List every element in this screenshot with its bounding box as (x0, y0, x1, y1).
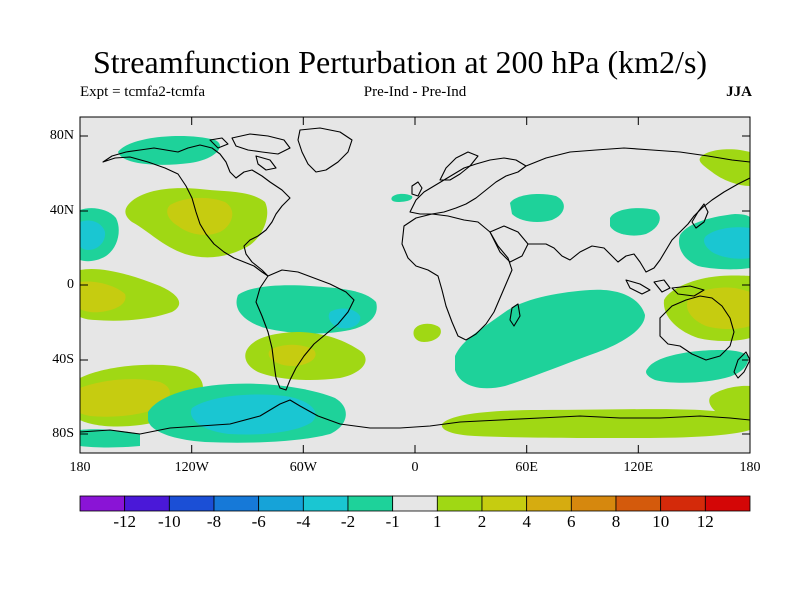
colorbar-swatch (347, 495, 394, 512)
colorbar-swatch (213, 495, 260, 512)
colorbar-swatch (436, 495, 483, 512)
colorbar-swatch (570, 495, 617, 512)
field-south-atlantic-east (413, 323, 441, 342)
field-antarctic-strip (80, 429, 140, 448)
coastline-arctic-islands (209, 133, 291, 171)
field-tropical-pacific-core (80, 281, 126, 313)
season-label: JJA (726, 84, 752, 100)
x-tick-label-120w: 120W (174, 460, 209, 475)
colorbar-label: 8 (611, 512, 621, 531)
colorbar-label: -4 (296, 512, 311, 531)
colorbar (79, 495, 751, 512)
coastline-africa (401, 213, 513, 341)
field-north-atlantic-small (391, 193, 413, 202)
colorbar-label: 6 (567, 512, 576, 531)
colorbar-label: 1 (433, 512, 442, 531)
field-indian-ocean (455, 289, 645, 389)
coastlines (80, 127, 750, 435)
field-central-pacific-core (80, 220, 106, 250)
field-southern-ocean (441, 409, 750, 438)
field-arctic-northeast-asia (699, 149, 750, 186)
colorbar-swatch (704, 495, 751, 512)
y-tick-label-0: 0 (67, 277, 74, 292)
field-central-asia (510, 194, 564, 222)
field-east-asia (610, 208, 660, 236)
colorbar-swatch (526, 495, 572, 512)
coastline-indonesia (625, 279, 705, 297)
colorbar-swatch (302, 495, 349, 512)
coastline-greenland (297, 127, 353, 173)
x-tick-label-180w: 180 (69, 460, 91, 475)
colorbar-swatch (660, 495, 706, 512)
x-tick-label-60w: 60W (289, 460, 317, 475)
field-south-america-core (328, 308, 361, 329)
field-australia-core (686, 287, 750, 329)
coastline-antarctica (80, 399, 750, 435)
field-southeast-pacific-core (80, 379, 170, 417)
comparison-label: Pre-Ind - Pre-Ind (363, 84, 467, 100)
coastline-madagascar (509, 303, 521, 327)
colorbar-label: -1 (385, 512, 400, 531)
y-tick-label-80s: 80S (52, 426, 74, 441)
x-tick-label-180e: 180 (739, 460, 761, 475)
colorbar-swatch (168, 495, 215, 512)
colorbar-label: -8 (206, 512, 222, 531)
contour-fields (80, 127, 750, 448)
coastline-arabia (489, 225, 529, 263)
coastline-scandinavia (439, 151, 479, 181)
y-tick-label-80n: 80N (49, 128, 74, 143)
colorbar-swatch (481, 495, 528, 512)
coastline-south-america (255, 269, 355, 391)
coastline-australia (659, 295, 735, 361)
axis-ticks (80, 117, 750, 453)
x-tick-label-60e: 60E (515, 460, 538, 475)
plot-title: Streamfunction Perturbation at 200 hPa (… (92, 44, 708, 80)
colorbar-label: -12 (113, 512, 137, 531)
field-southwest-pacific-edge (709, 385, 750, 421)
coastline-japan (691, 203, 709, 229)
field-south-pacific-southern-core (190, 394, 316, 435)
x-tick-label-0: 0 (411, 460, 419, 475)
colorbar-label: -6 (251, 512, 266, 531)
colorbar-swatch (124, 495, 170, 512)
colorbar-label: 12 (696, 512, 714, 531)
colorbar-label: 2 (477, 512, 487, 531)
coastline-north-america (102, 144, 291, 277)
coastline-uk (411, 181, 423, 197)
colorbar-swatch (258, 495, 304, 512)
y-tick-label-40n: 40N (49, 203, 74, 218)
coastline-new-zealand (733, 351, 750, 379)
colorbar-swatch (79, 495, 126, 512)
colorbar-label: 10 (652, 512, 670, 531)
field-southwest-pacific (646, 350, 749, 383)
colorbar-swatch (615, 495, 662, 512)
field-northwest-pacific-core (704, 227, 750, 259)
field-ne-pacific-core (167, 197, 233, 235)
colorbar-label: 4 (522, 512, 531, 531)
y-tick-label-40s: 40S (52, 352, 74, 367)
colorbar-label: -10 (157, 512, 181, 531)
x-tick-label-120e: 120E (623, 460, 654, 475)
colorbar-swatch (392, 495, 438, 512)
experiment-label: Expt = tcmfa2-tcmfa (80, 84, 206, 100)
field-south-atlantic-core (268, 344, 316, 366)
colorbar-label: -2 (340, 512, 356, 531)
